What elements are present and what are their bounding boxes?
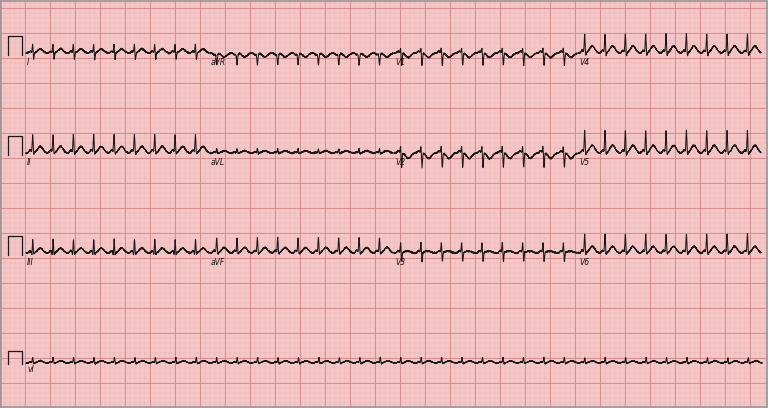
Text: V4: V4 xyxy=(579,58,589,67)
Text: III: III xyxy=(27,258,34,267)
Text: II: II xyxy=(27,158,31,167)
Text: V1: V1 xyxy=(395,58,406,67)
Text: V6: V6 xyxy=(579,258,589,267)
Text: V5: V5 xyxy=(579,158,589,167)
Text: V2: V2 xyxy=(395,158,406,167)
Text: aVR: aVR xyxy=(211,58,226,67)
Text: aVL: aVL xyxy=(211,158,225,167)
Text: aVF: aVF xyxy=(211,258,225,267)
Text: vI: vI xyxy=(27,365,34,374)
Text: I: I xyxy=(27,58,29,67)
Text: V3: V3 xyxy=(395,258,406,267)
